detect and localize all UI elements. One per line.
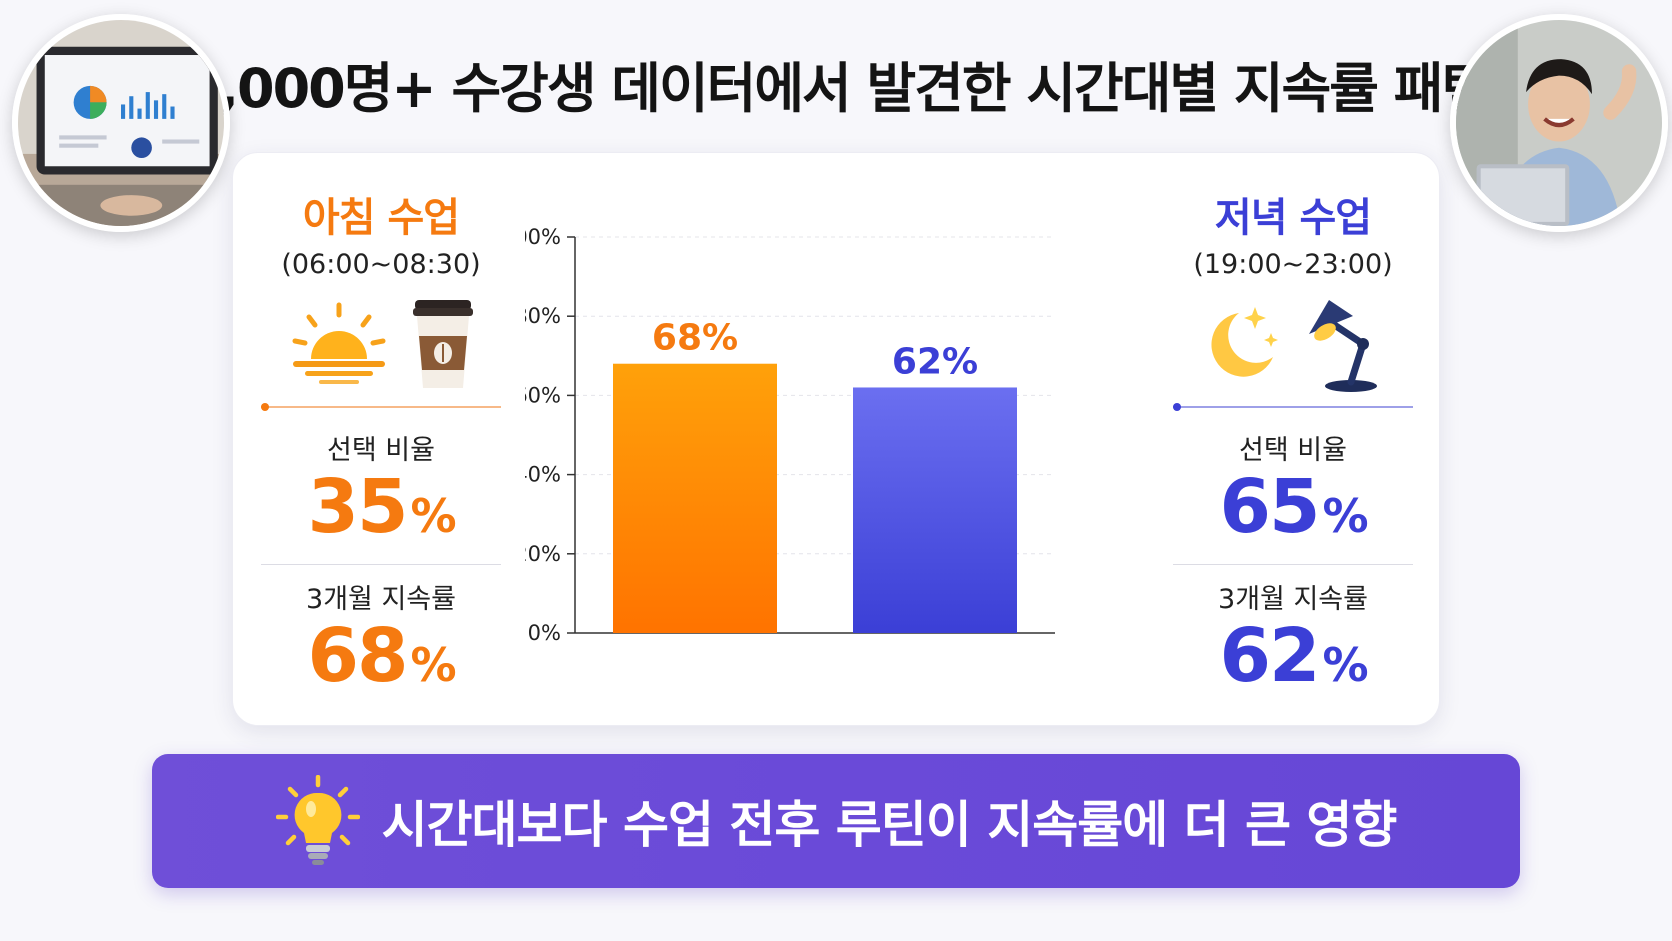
coffee-cup-icon bbox=[413, 300, 473, 388]
morning-retention-value: 68% bbox=[307, 613, 456, 699]
morning-stat-divider bbox=[261, 564, 501, 565]
laptop-dashboard-photo bbox=[12, 14, 230, 232]
evening-choice-value: 65% bbox=[1219, 464, 1368, 550]
y-tick-label: 20% bbox=[525, 542, 561, 566]
evening-icons bbox=[1173, 292, 1413, 396]
evening-choice-label: 선택 비율 bbox=[1239, 435, 1347, 466]
bar-morning bbox=[613, 363, 777, 633]
morning-title: 아침 수업 bbox=[302, 195, 460, 241]
morning-retention-label: 3개월 지속률 bbox=[306, 584, 456, 615]
morning-divider bbox=[261, 403, 501, 411]
y-tick-label: 0% bbox=[528, 621, 561, 645]
happy-man-image bbox=[1456, 20, 1662, 226]
morning-icons bbox=[261, 292, 501, 396]
morning-choice-label: 선택 비율 bbox=[327, 435, 435, 466]
comparison-card: 아침 수업 (06:00~08:30) bbox=[232, 152, 1440, 726]
evening-retention-value: 62% bbox=[1219, 613, 1368, 699]
retention-bar-chart: 0% 20% 40% 60% 80% 100% 68% 62% bbox=[525, 225, 1055, 645]
bar-value-label: 62% bbox=[892, 341, 978, 382]
insight-banner: 시간대보다 수업 전후 루틴이 지속률에 더 큰 영향 bbox=[152, 754, 1520, 888]
evening-stat-divider bbox=[1173, 564, 1413, 565]
morning-time-range: (06:00~08:30) bbox=[281, 249, 481, 280]
bar-value-label: 68% bbox=[652, 318, 738, 359]
happy-man-laptop-photo bbox=[1450, 14, 1668, 232]
moon-stars-icon bbox=[1211, 307, 1278, 377]
page-title: 5,000명+ 수강생 데이터에서 발견한 시간대별 지속률 패턴 bbox=[182, 57, 1491, 120]
lightbulb-icon bbox=[275, 775, 360, 865]
morning-panel: 아침 수업 (06:00~08:30) bbox=[261, 153, 501, 705]
desk-lamp-icon bbox=[1309, 300, 1377, 392]
evening-title: 저녁 수업 bbox=[1214, 195, 1372, 241]
evening-time-range: (19:00~23:00) bbox=[1193, 249, 1393, 280]
morning-choice-value: 35% bbox=[307, 464, 456, 550]
y-tick-label: 80% bbox=[525, 304, 561, 328]
sunrise-icon bbox=[292, 302, 386, 384]
evening-retention-label: 3개월 지속률 bbox=[1218, 584, 1368, 615]
bar-evening bbox=[853, 387, 1017, 633]
evening-panel: 저녁 수업 (19:00~23:00) 선택 비율 65% 3개월 지속률 bbox=[1173, 153, 1413, 705]
y-tick-label: 40% bbox=[525, 463, 561, 487]
laptop-dashboard-image bbox=[18, 20, 224, 226]
insight-text: 시간대보다 수업 전후 루틴이 지속률에 더 큰 영향 bbox=[381, 796, 1398, 854]
evening-divider bbox=[1173, 403, 1413, 411]
y-tick-label: 60% bbox=[525, 383, 561, 407]
y-tick-label: 100% bbox=[525, 225, 561, 249]
